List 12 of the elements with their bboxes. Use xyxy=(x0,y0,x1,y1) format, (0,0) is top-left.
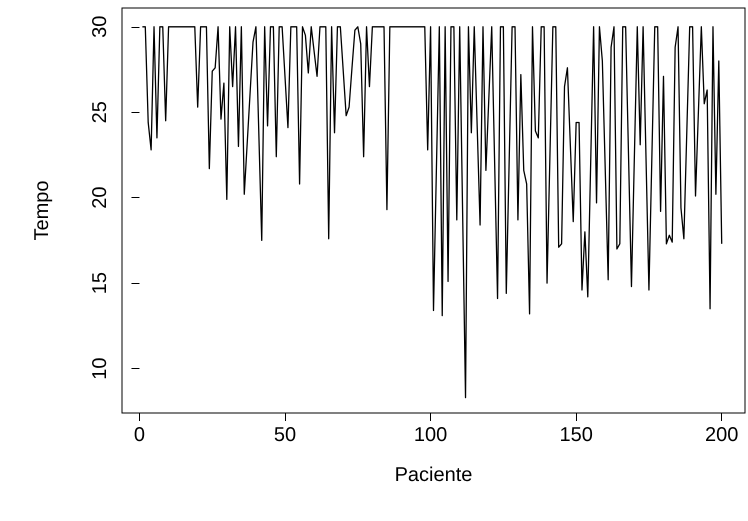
x-tick-label: 0 xyxy=(134,424,146,446)
y-tick-label: 20 xyxy=(89,186,111,209)
y-axis-title: Tempo xyxy=(31,180,53,241)
y-tick-label: 30 xyxy=(89,16,111,38)
y-tick-label: 15 xyxy=(89,272,111,294)
x-tick-label: 150 xyxy=(559,424,593,446)
x-axis-title: Paciente xyxy=(394,464,472,486)
x-tick-label: 50 xyxy=(274,424,296,446)
x-tick-label: 100 xyxy=(414,424,448,446)
y-tick-label: 10 xyxy=(89,357,111,380)
x-tick-label: 200 xyxy=(705,424,738,446)
y-tick-label: 25 xyxy=(89,101,111,124)
